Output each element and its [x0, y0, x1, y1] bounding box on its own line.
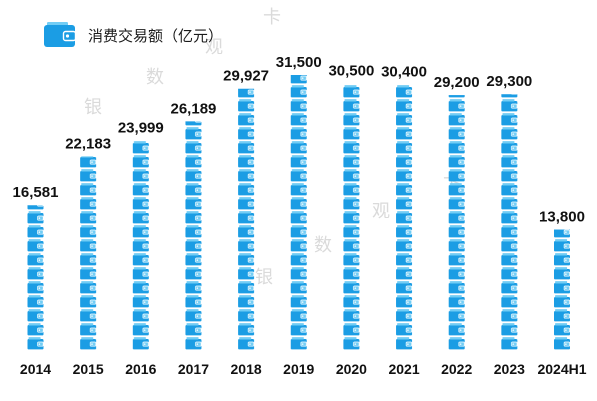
data-label: 26,189 — [171, 100, 217, 117]
data-label: 30,500 — [328, 63, 374, 80]
bar — [27, 205, 44, 350]
watermark-char: 观 — [205, 37, 223, 58]
bar-group — [237, 88, 255, 350]
bar-group — [132, 140, 150, 350]
data-label: 29,300 — [486, 73, 532, 90]
bar — [290, 75, 308, 350]
bar — [79, 156, 97, 350]
bar — [237, 88, 255, 350]
x-tick-label: 2019 — [283, 361, 314, 377]
bar — [448, 95, 466, 350]
x-axis-labels: 2014 2015 2016 2017 2018 2019 2020 2021 2022 2023… — [20, 361, 587, 377]
watermark-char: 数 — [146, 67, 164, 88]
x-tick-label: 2015 — [73, 361, 104, 377]
watermark-char: 卡 — [263, 7, 281, 28]
bar — [342, 83, 360, 350]
x-tick-label: 2018 — [231, 361, 262, 377]
watermark-char: 观 — [372, 201, 390, 222]
data-label: 29,927 — [223, 68, 269, 85]
bar-group — [290, 75, 308, 350]
bar-group — [79, 156, 97, 350]
bar-group — [184, 121, 202, 350]
x-tick-label: 2017 — [178, 361, 209, 377]
x-tick-label: 2014 — [20, 361, 51, 377]
bar — [395, 84, 413, 350]
data-label: 13,800 — [539, 209, 585, 226]
x-tick-label: 2020 — [336, 361, 367, 377]
x-tick-label: 2022 — [441, 361, 472, 377]
x-tick-label: 2016 — [125, 361, 156, 377]
x-tick-label: 2024H1 — [537, 361, 586, 377]
data-label: 29,200 — [434, 74, 480, 91]
x-tick-label: 2023 — [494, 361, 525, 377]
bar-group — [448, 95, 466, 350]
bar-group — [27, 205, 44, 350]
bars — [27, 75, 571, 350]
bar — [132, 140, 150, 350]
wallet-icon — [44, 22, 77, 47]
watermark-char: 银 — [84, 97, 102, 118]
bar-group — [395, 84, 413, 350]
bar-group — [500, 94, 518, 350]
data-labels: 16,581 22,183 23,999 26,189 29,927 31,500 30,5… — [13, 54, 585, 226]
x-tick-label: 2021 — [388, 361, 419, 377]
chart-title: 消费交易额（亿元） — [88, 27, 223, 45]
watermark-char: 数 — [314, 235, 332, 256]
bar-group — [342, 83, 360, 350]
data-label: 31,500 — [276, 54, 322, 71]
data-label: 30,400 — [381, 64, 427, 81]
data-label: 23,999 — [118, 119, 164, 136]
bar-group — [553, 229, 571, 350]
watermark-char: 银 — [255, 267, 273, 288]
data-label: 22,183 — [65, 135, 111, 152]
bar — [184, 121, 202, 350]
bar — [500, 94, 518, 350]
bar — [553, 229, 571, 350]
data-label: 16,581 — [13, 184, 59, 201]
